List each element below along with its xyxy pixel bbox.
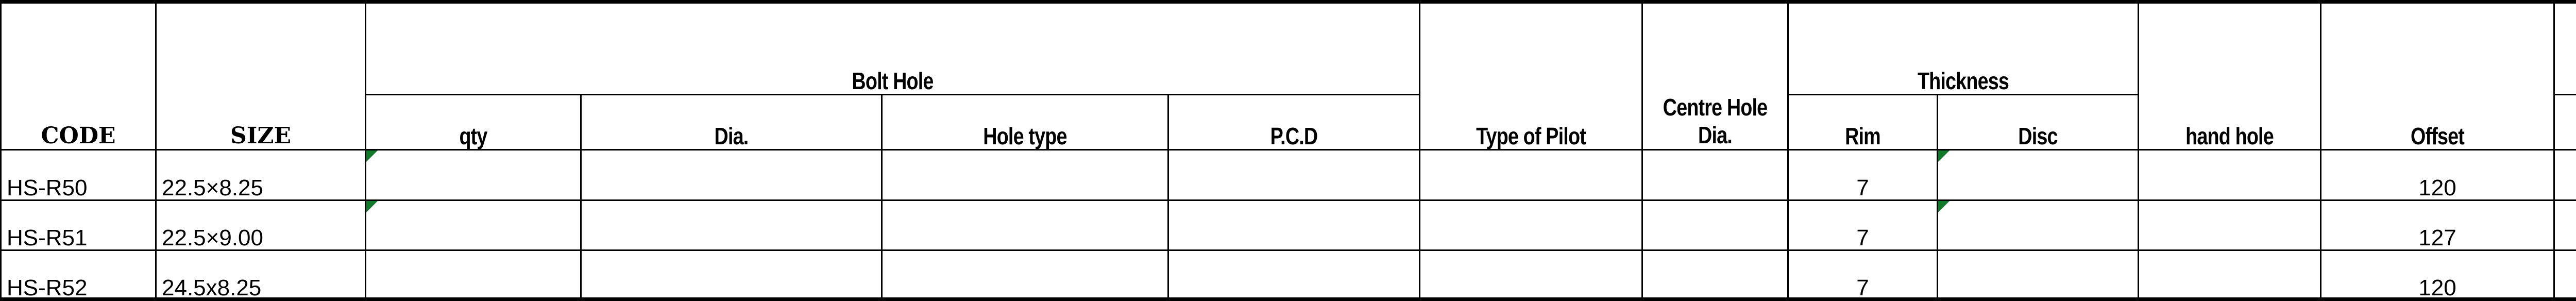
cell-lbs-psi[interactable]: 7500-120 — [2553, 199, 2576, 251]
header-label-lbs-psi: lbs-psi — [2572, 124, 2576, 148]
cell-rim[interactable]: 7 — [1787, 149, 1939, 201]
cell-pcd[interactable] — [1167, 249, 1421, 301]
value-rim: 7 — [1856, 275, 1869, 300]
header-cell-size: SIZE — [155, 0, 366, 151]
value-offset: 120 — [2418, 175, 2456, 200]
header-label-type-of-pilot: Type of Pilot — [1476, 122, 1586, 149]
header-cell-pcd: P.C.D — [1167, 94, 1421, 151]
table-outer-border-top — [0, 0, 2576, 4]
header-label-code: CODE — [41, 123, 116, 149]
header-cell-type-of-pilot: Type of Pilot — [1419, 0, 1643, 151]
header-cell-lbs-psi: lbs-psi — [2553, 94, 2576, 151]
table-row[interactable]: HS-R52 24.5x8.25 7 — [0, 249, 2576, 301]
value-size: 24.5x8.25 — [162, 275, 262, 300]
header-cell-dia: Dia. — [580, 94, 883, 151]
header-cell-code: CODE — [0, 0, 157, 151]
value-rim: 7 — [1856, 225, 1869, 250]
header-cell-qty: qty — [365, 94, 582, 151]
cell-offset[interactable]: 120 — [2320, 249, 2555, 301]
cell-size[interactable]: 22.5×9.00 — [155, 199, 366, 251]
cell-size[interactable]: 22.5×8.25 — [155, 149, 366, 201]
header-row-groups: CODE SIZE Bolt Hole Type of Pilot Centre… — [0, 0, 2576, 151]
table-outer-border-bottom — [0, 297, 2576, 301]
header-label-offset: Offset — [2410, 122, 2465, 149]
value-size: 22.5×8.25 — [162, 175, 263, 200]
error-flag-icon — [367, 151, 378, 162]
value-size: 22.5×9.00 — [162, 225, 263, 250]
value-rim: 7 — [1856, 175, 1869, 200]
header-label-size: SIZE — [230, 123, 291, 149]
cell-type-of-pilot[interactable] — [1419, 199, 1643, 251]
cell-hand-hole[interactable] — [2138, 249, 2322, 301]
header-cell-bolt-hole-group: Bolt Hole — [364, 0, 1421, 96]
header-label-disc: Disc — [2018, 122, 2058, 149]
header-cell-disc: Disc — [1937, 94, 2140, 151]
value-lbs-psi: 7500-120 — [2573, 227, 2576, 248]
header-row-subheads: qty Dia. Hole type P.C.D Rim Disc lbs-ps… — [1, 94, 2576, 151]
header-cell-centre-hole-dia: Centre Hole Dia. — [1641, 0, 1789, 151]
cell-code[interactable]: HS-R50 — [0, 149, 157, 201]
cell-lbs-psi[interactable]: 8000-120 — [2553, 249, 2576, 301]
cell-size[interactable]: 24.5x8.25 — [155, 249, 366, 301]
cell-qty[interactable] — [365, 149, 582, 201]
cell-rim[interactable]: 7 — [1787, 199, 1939, 251]
error-flag-icon — [1939, 202, 1950, 212]
header-label-centre-hole-dia: Centre Hole Dia. — [1663, 93, 1768, 149]
cell-disc[interactable] — [1937, 149, 2140, 201]
header-label-thickness: Thickness — [1917, 67, 2009, 94]
cell-hole-type[interactable] — [881, 199, 1169, 251]
cell-centre-hole-dia[interactable] — [1641, 249, 1789, 301]
header-label-rim: Rim — [1845, 122, 1881, 149]
cell-offset[interactable]: 120 — [2320, 149, 2555, 201]
value-code: HS-R50 — [7, 175, 88, 200]
value-offset: 127 — [2418, 225, 2456, 250]
cell-centre-hole-dia[interactable] — [1641, 199, 1789, 251]
cell-type-of-pilot[interactable] — [1419, 249, 1643, 301]
header-label-hand-hole: hand hole — [2185, 122, 2274, 149]
header-cell-offset: Offset — [2320, 0, 2555, 151]
table-row[interactable]: HS-R50 22.5×8.25 — [0, 149, 2576, 201]
cell-disc[interactable] — [1937, 249, 2140, 301]
header-label-hole-type: Hole type — [983, 122, 1067, 149]
cell-hole-type[interactable] — [881, 249, 1169, 301]
header-cell-maximum-load-group: Maximum load & Infl. — [2553, 0, 2576, 96]
header-cell-hand-hole: hand hole — [2138, 0, 2322, 151]
cell-hand-hole[interactable] — [2138, 149, 2322, 201]
cell-hole-type[interactable] — [881, 149, 1169, 201]
header-label-qty: qty — [459, 122, 487, 149]
cell-lbs-psi[interactable]: 7300-120 — [2553, 149, 2576, 201]
table-row[interactable]: HS-R51 22.5×9.00 — [0, 199, 2576, 251]
cell-hand-hole[interactable] — [2138, 199, 2322, 251]
cell-dia[interactable] — [580, 249, 883, 301]
cell-disc[interactable] — [1937, 199, 2140, 251]
header-cell-hole-type: Hole type — [881, 94, 1169, 151]
cell-type-of-pilot[interactable] — [1419, 149, 1643, 201]
cell-offset[interactable]: 127 — [2320, 199, 2555, 251]
cell-code[interactable]: HS-R51 — [0, 199, 157, 251]
value-lbs-psi: 8000-120 — [2573, 277, 2576, 298]
header-label-pcd: P.C.D — [1270, 122, 1318, 149]
error-flag-icon — [1939, 151, 1950, 162]
cell-pcd[interactable] — [1167, 149, 1421, 201]
header-cell-thickness-group: Thickness — [1787, 0, 2140, 96]
value-offset: 120 — [2418, 275, 2456, 300]
value-code: HS-R52 — [7, 275, 88, 300]
header-label-maximum-load: Maximum load & Infl. — [2572, 38, 2576, 93]
cell-dia[interactable] — [580, 199, 883, 251]
cell-rim[interactable]: 7 — [1787, 249, 1939, 301]
header-cell-rim: Rim — [1787, 94, 1939, 151]
cell-pcd[interactable] — [1167, 199, 1421, 251]
cell-qty[interactable] — [365, 199, 582, 251]
error-flag-icon — [367, 202, 378, 212]
cell-centre-hole-dia[interactable] — [1641, 149, 1789, 201]
cell-code[interactable]: HS-R52 — [0, 249, 157, 301]
cell-qty[interactable] — [365, 249, 582, 301]
header-label-dia: Dia. — [714, 122, 749, 149]
value-code: HS-R51 — [7, 225, 88, 250]
value-lbs-psi: 7300-120 — [2573, 177, 2576, 198]
header-label-bolt-hole: Bolt Hole — [852, 67, 934, 94]
cell-dia[interactable] — [580, 149, 883, 201]
